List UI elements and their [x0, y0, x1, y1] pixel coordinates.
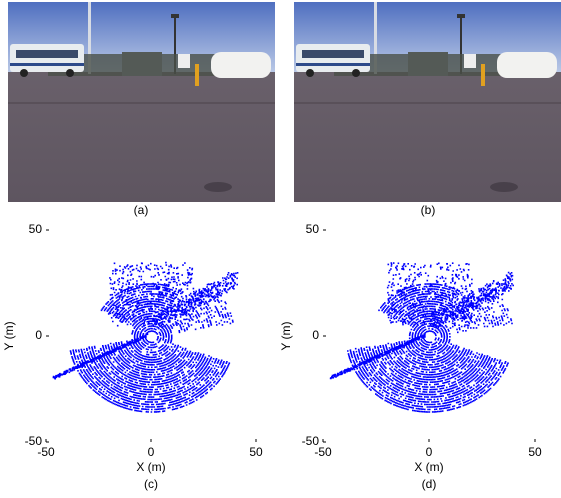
caption: (d) [422, 477, 437, 491]
x-axis-label: X (m) [414, 460, 443, 474]
point-cloud-image [53, 262, 239, 413]
x-tick-label: 50 [249, 445, 263, 459]
y-tick-label: -50 [25, 434, 43, 448]
x-tick-label: 50 [528, 445, 542, 459]
caption: (c) [144, 477, 158, 491]
caption: (a) [134, 203, 149, 217]
photo [8, 2, 275, 202]
x-axis-label: X (m) [136, 460, 165, 474]
y-tick-label: 50 [29, 222, 43, 236]
photo [294, 2, 561, 202]
y-tick-label: -50 [302, 434, 320, 448]
figure: (a) (b) -50050-50050X (m)Y (m)(c)-50050-… [0, 0, 561, 498]
y-tick-label: 0 [35, 328, 42, 342]
caption: (b) [421, 203, 436, 217]
y-axis-label: Y (m) [279, 321, 293, 350]
x-tick-label: 0 [148, 445, 155, 459]
y-tick-label: 50 [306, 222, 320, 236]
x-tick-label: 0 [426, 445, 433, 459]
y-tick-label: 0 [312, 328, 319, 342]
point-cloud-image [330, 262, 514, 413]
y-axis-label: Y (m) [2, 321, 16, 350]
page: (a) (b) -50050-50050X (m)Y (m)(c)-50050-… [0, 0, 561, 498]
